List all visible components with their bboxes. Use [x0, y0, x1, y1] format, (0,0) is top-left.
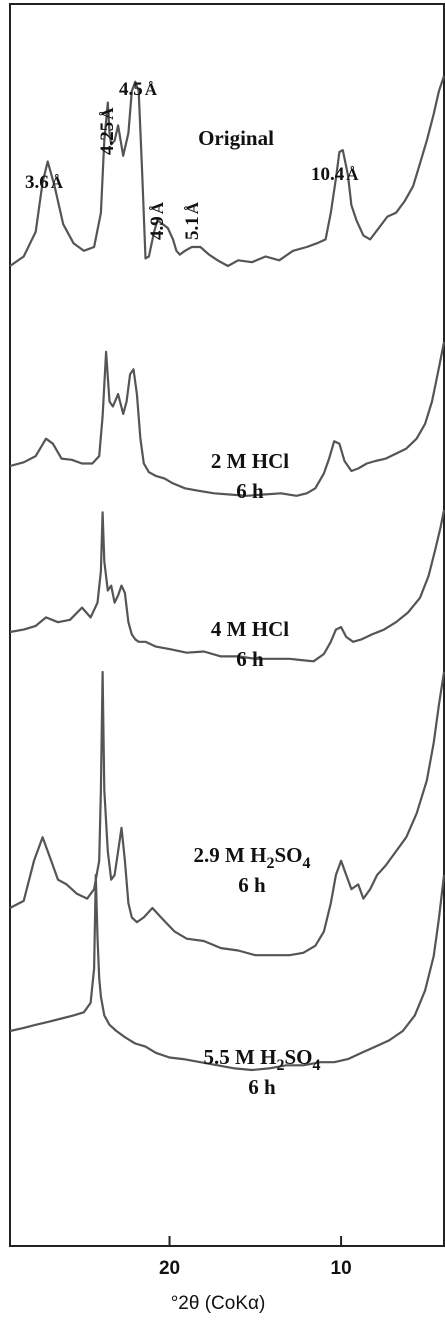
trace-label-3-line-1: 4 M HCl — [211, 617, 289, 641]
label-subscript: 4 — [312, 1057, 320, 1074]
label-subscript: 2 — [266, 855, 274, 872]
label-subscript: 2 — [276, 1057, 284, 1074]
plot-frame — [9, 3, 445, 1247]
trace-label-1-line-1: Original — [198, 126, 274, 150]
peak-annotation-3: 4.5 Å — [119, 79, 158, 100]
label-part: SO — [284, 1045, 312, 1069]
peak-unit: Å — [148, 201, 167, 214]
trace-label-2-line-2: 6 h — [236, 479, 264, 503]
peak-annotation-1: 3.6 Å — [25, 172, 64, 193]
trace-label-5-line-2: 6 h — [248, 1075, 276, 1099]
peak-annotation-5: 5.1 Å — [182, 201, 203, 240]
trace-line-3 — [9, 509, 445, 663]
peak-unit: Å — [183, 201, 202, 214]
peak-unit: Å — [346, 165, 359, 184]
label-part: SO — [274, 843, 302, 867]
trace-label-4-line-1: 2.9 M H2SO4 — [194, 843, 311, 872]
peak-unit: Å — [145, 80, 158, 99]
trace-label-3-line-2: 6 h — [236, 647, 264, 671]
label-part: 5.5 M H — [204, 1045, 277, 1069]
peak-annotation-2: 4.25 Å — [97, 107, 118, 155]
traces-group — [9, 75, 445, 1072]
peak-value: 4.25 — [97, 122, 118, 155]
trace-line-1 — [9, 75, 445, 268]
trace-line-4 — [9, 670, 445, 957]
trace-line-5 — [9, 873, 445, 1072]
trace-label-4-line-2: 6 h — [238, 873, 266, 897]
trace-label-5-line-1: 5.5 M H2SO4 — [204, 1045, 321, 1074]
x-tick-label-2: 10 — [331, 1258, 352, 1279]
peak-value: 3.6 — [25, 172, 49, 193]
peak-unit: Å — [51, 173, 64, 192]
peak-value: 4.5 — [119, 79, 143, 100]
peak-value: 4.9 — [147, 216, 168, 240]
peak-value: 5.1 — [182, 216, 203, 240]
peak-annotation-6: 10.4 Å — [311, 164, 359, 185]
trace-line-2 — [9, 341, 445, 497]
label-subscript: 4 — [302, 855, 310, 872]
x-tick-label-1: 20 — [159, 1258, 180, 1279]
peak-value: 10.4 — [311, 164, 345, 185]
trace-label-2-line-1: 2 M HCl — [211, 449, 289, 473]
peak-annotation-4: 4.9 Å — [147, 201, 168, 240]
x-axis-title: °2θ (CoKα) — [171, 1293, 266, 1314]
peak-unit: Å — [98, 107, 117, 120]
label-part: 2.9 M H — [194, 843, 267, 867]
ticks-group: 20 10 — [159, 1236, 352, 1279]
